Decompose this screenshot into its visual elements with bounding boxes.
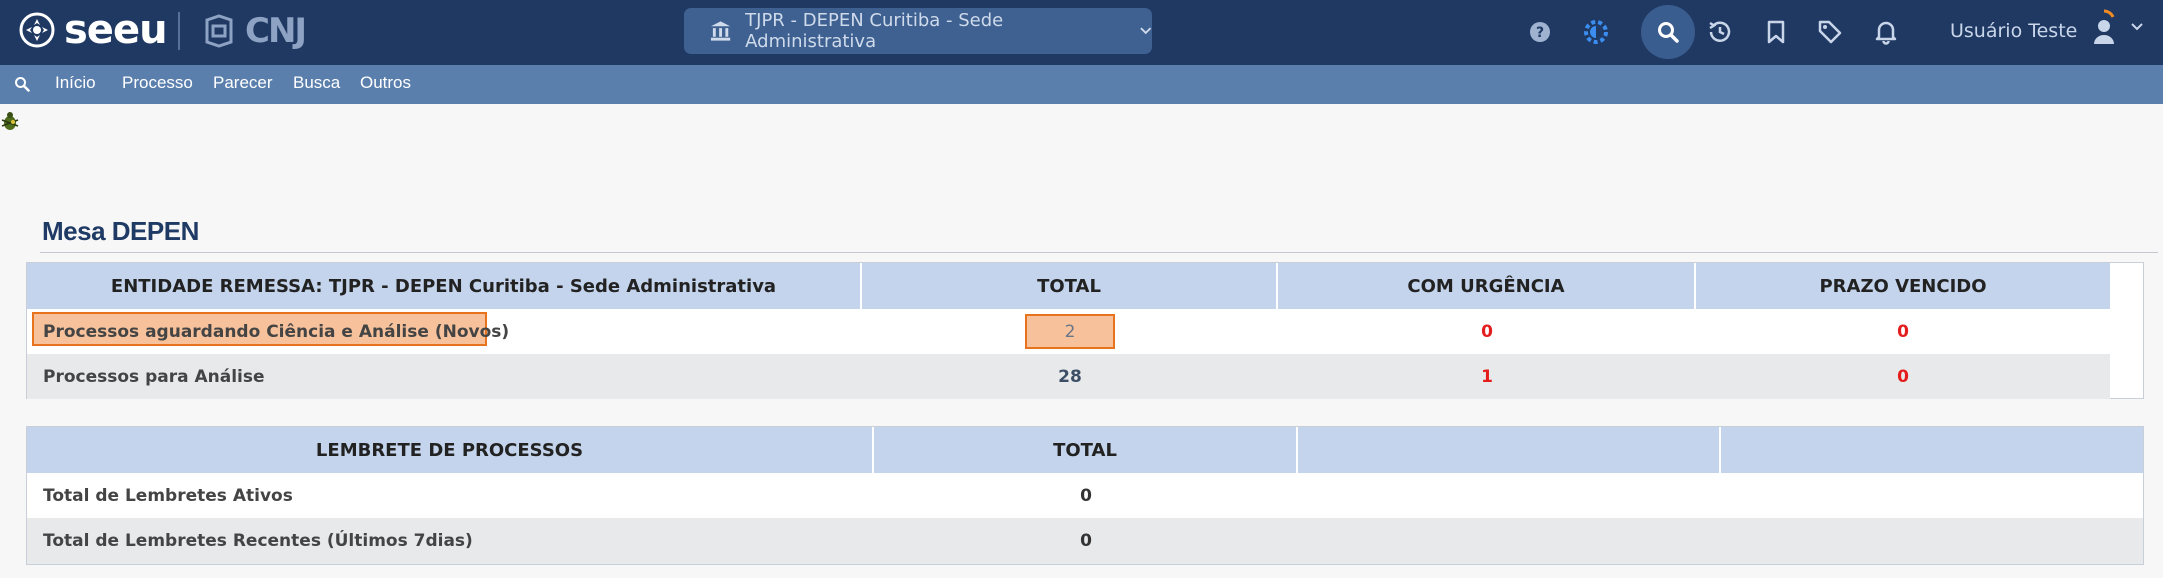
column-header-empty [1298, 427, 1721, 473]
menu-item-parecer[interactable]: Parecer [213, 73, 273, 92]
row-label[interactable]: Total de Lembretes Ativos [43, 485, 293, 506]
page-title: Mesa DEPEN [42, 216, 199, 246]
bookmark-button[interactable] [1756, 12, 1796, 52]
row-label-link[interactable]: Processos aguardando Ciência e Análise (… [43, 321, 510, 342]
user-menu-chevron-icon[interactable] [2130, 22, 2144, 32]
unit-selector-label: TJPR - DEPEN Curitiba - Sede Administrat… [745, 10, 1004, 52]
logo-divider [178, 12, 180, 50]
cnj-emblem-icon [205, 14, 233, 48]
table-header-row: ENTIDADE REMESSA: TJPR - DEPEN Curitiba … [27, 263, 2110, 309]
tag-icon [1818, 20, 1842, 44]
prazo-vencido-value[interactable]: 0 [1897, 321, 1909, 342]
cnj-logo: CNJ [203, 11, 307, 51]
svg-text:?: ? [1536, 25, 1544, 41]
row-label[interactable]: Total de Lembretes Recentes (Últimos 7di… [43, 530, 473, 551]
main-menu-bar: Início Processo Parecer Busca Outros [0, 65, 2163, 104]
search-button[interactable] [1641, 5, 1695, 59]
prazo-vencido-value[interactable]: 0 [1897, 366, 1909, 387]
column-header-entidade[interactable]: ENTIDADE REMESSA: TJPR - DEPEN Curitiba … [27, 263, 862, 309]
help-icon: ? [1530, 22, 1550, 42]
urgencia-value[interactable]: 1 [1481, 366, 1493, 387]
title-divider [40, 252, 2158, 253]
bell-icon [1875, 21, 1897, 45]
seeu-logo[interactable]: seeu [18, 7, 168, 53]
row-label[interactable]: Processos para Análise [43, 366, 265, 387]
column-header-empty [1721, 427, 2143, 473]
unit-selector[interactable]: TJPR - DEPEN Curitiba - Sede Administrat… [684, 8, 1152, 54]
history-icon [1709, 21, 1731, 42]
seeu-logo-icon [19, 12, 55, 48]
highlight-box [32, 312, 487, 346]
cnj-text: CNJ [245, 11, 307, 51]
column-header-total[interactable]: TOTAL [862, 263, 1278, 309]
menu-search-icon[interactable] [14, 76, 30, 92]
menu-item-outros[interactable]: Outros [360, 73, 412, 92]
highlight-box [1025, 314, 1115, 349]
user-avatar-icon[interactable] [2086, 8, 2122, 54]
total-value[interactable]: 28 [1058, 366, 1082, 387]
contrast-gear-icon [1584, 20, 1608, 44]
total-value[interactable]: 2 [1064, 321, 1076, 342]
user-name[interactable]: Usuário Teste [1950, 20, 2078, 42]
table-row: Total de Lembretes Recentes (Últimos 7di… [27, 518, 2143, 564]
table-header-row: LEMBRETE DE PROCESSOS TOTAL [27, 427, 2143, 473]
lembretes-table: LEMBRETE DE PROCESSOS TOTAL Total de Lem… [26, 426, 2144, 565]
column-header-urgencia[interactable]: COM URGÊNCIA [1278, 263, 1696, 309]
menu-item-inicio[interactable]: Início [55, 73, 96, 92]
column-header-prazo-vencido[interactable]: PRAZO VENCIDO [1696, 263, 2110, 309]
notifications-button[interactable] [1866, 12, 1906, 52]
mesa-depen-table: ENTIDADE REMESSA: TJPR - DEPEN Curitiba … [26, 262, 2144, 399]
table-row: Processos para Análise 28 1 0 [27, 354, 2110, 399]
column-header-lembrete[interactable]: LEMBRETE DE PROCESSOS [27, 427, 874, 473]
history-button[interactable] [1700, 12, 1740, 52]
total-value[interactable]: 0 [1080, 530, 1092, 551]
tags-button[interactable] [1810, 12, 1850, 52]
chevron-down-icon [1139, 27, 1151, 35]
total-value[interactable]: 0 [1080, 485, 1092, 506]
bug-icon[interactable] [0, 110, 22, 132]
top-bar: seeu CNJ TJPR - DEPEN Curitiba - Sede Ad… [0, 0, 2163, 65]
urgencia-value[interactable]: 0 [1481, 321, 1493, 342]
help-button[interactable]: ? [1520, 12, 1560, 52]
logo-text: seeu [64, 7, 168, 53]
bookmark-icon [1767, 20, 1785, 44]
menu-item-busca[interactable]: Busca [293, 73, 341, 92]
search-icon [1658, 22, 1679, 43]
courthouse-icon [710, 21, 731, 41]
menu-item-processo[interactable]: Processo [122, 73, 193, 92]
table-row: Processos aguardando Ciência e Análise (… [27, 309, 2143, 354]
table-row: Total de Lembretes Ativos 0 [27, 473, 2143, 518]
theme-toggle-button[interactable] [1576, 12, 1616, 52]
column-header-total[interactable]: TOTAL [874, 427, 1298, 473]
